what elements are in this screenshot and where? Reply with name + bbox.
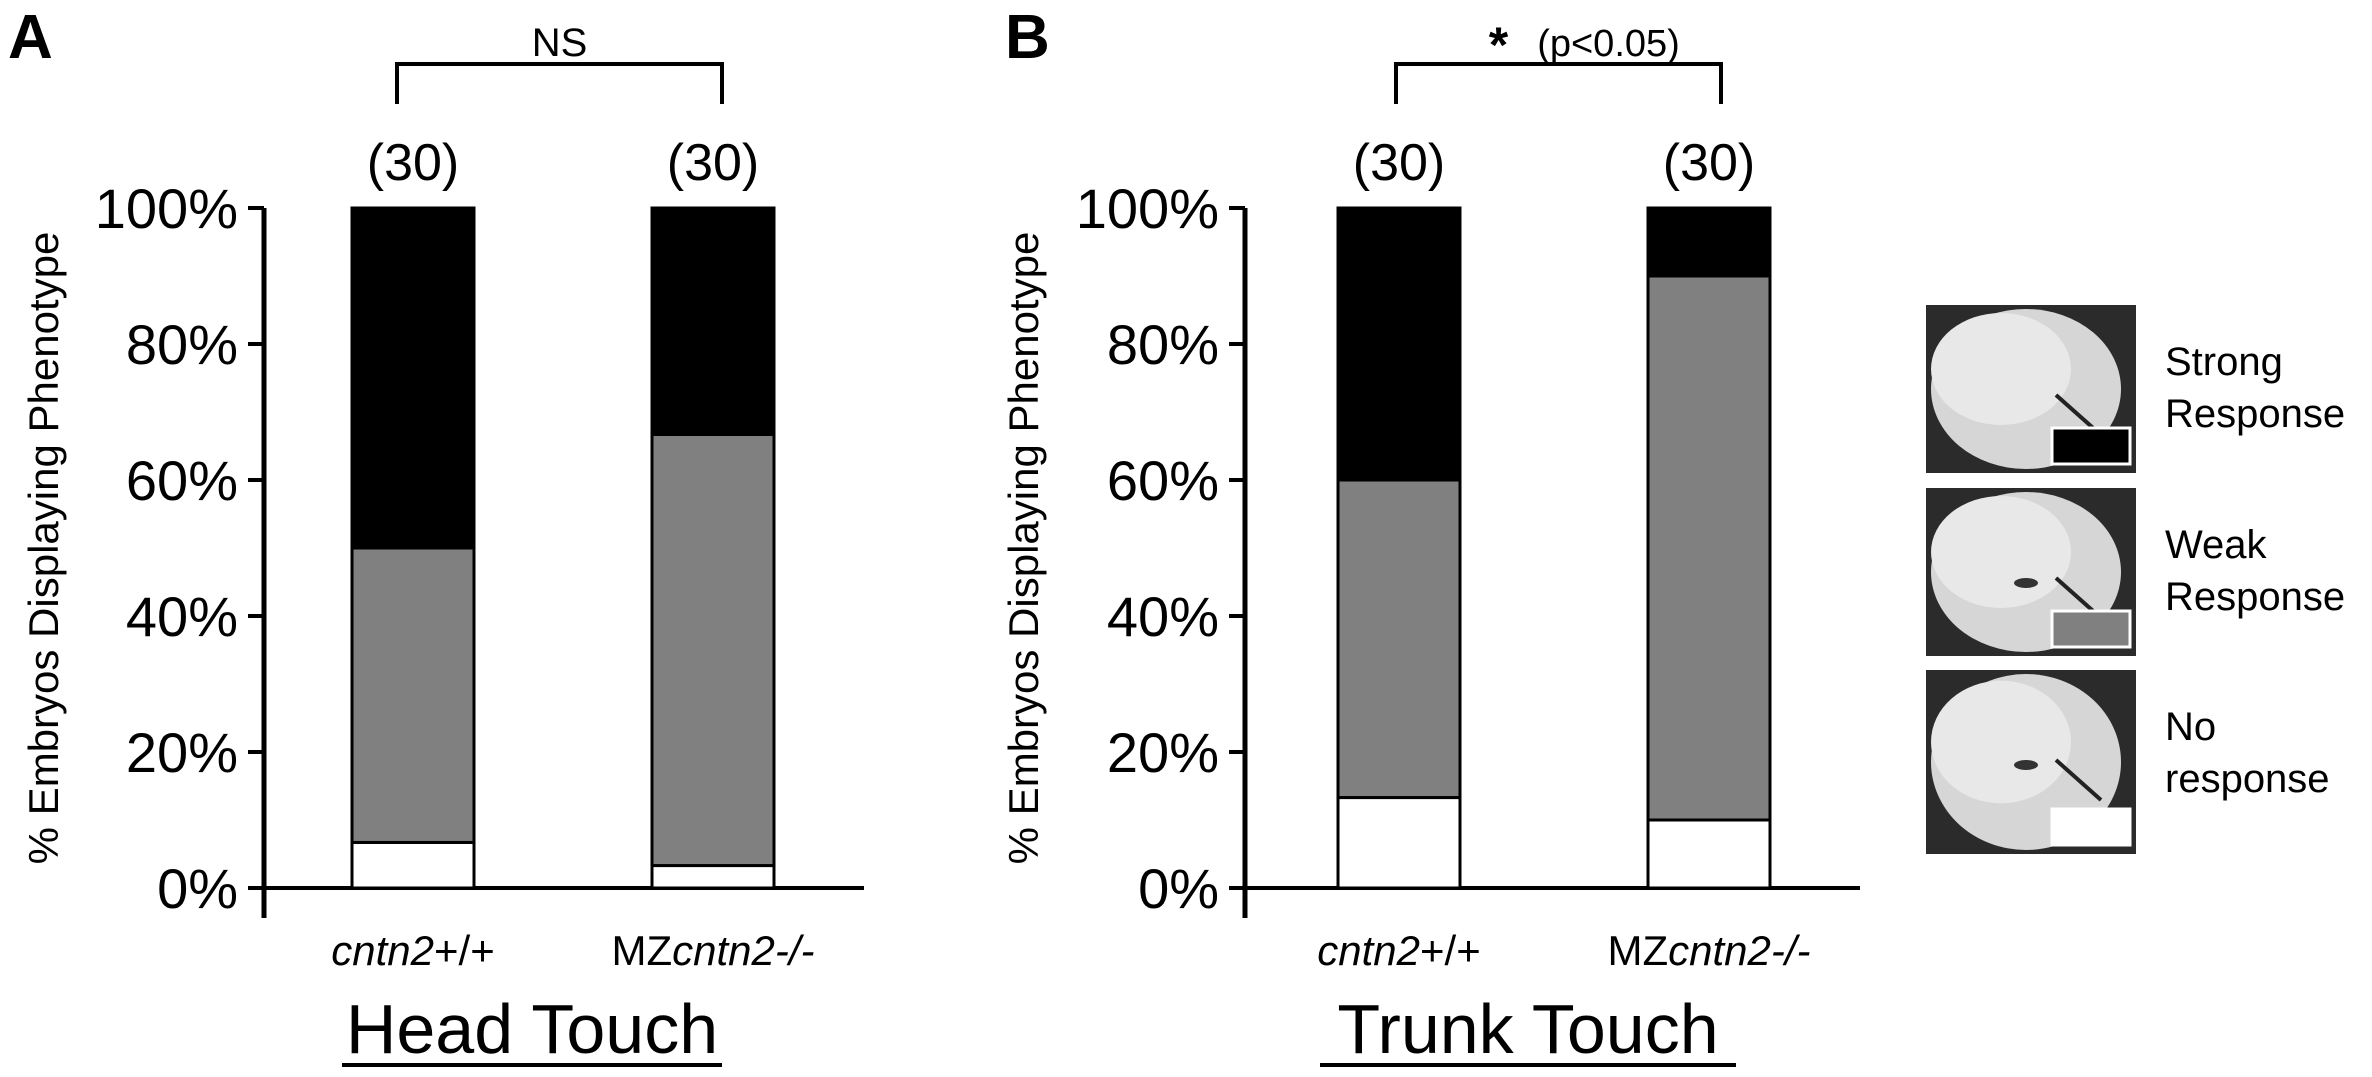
category-gene: cntn2-/- [672,927,814,974]
legend-label-line2: Response [2165,392,2345,436]
y-tick-label: 20% [1107,721,1219,784]
y-tick-label: 60% [126,449,238,512]
legend-item: Strong Response [1926,305,2345,473]
bar-segment-no-response [1646,818,1772,890]
bar-segment-weak-response [1336,478,1462,800]
category-label: cntn2+/+ [1317,927,1480,974]
panel-title: Head Touch [346,990,718,1068]
n-label: (30) [667,134,759,192]
significance-text: NS [532,21,588,65]
category-gene: cntn2-/- [1668,927,1810,974]
n-label: (30) [1663,134,1755,192]
bar-segment-strong-response [350,206,476,550]
dish-highlight [1931,496,2071,608]
needle-icon [2054,758,2103,802]
y-tick-label: 20% [126,721,238,784]
y-tick-label: 80% [1107,313,1219,376]
significance-text: (p<0.05) [1537,23,1680,65]
embryo-icon [2014,760,2038,770]
y-tick-label: 40% [1107,585,1219,648]
bar-segment-no-response [350,840,476,890]
category-label: MZcntn2-/- [611,927,814,974]
significance-bracket [1394,62,1723,104]
n-label: (30) [367,134,459,192]
panel-a: A 0% 20% 40% 60% 80% 100% % Embryos Displaying … [8,3,864,1068]
legend-item: No response [1926,670,2330,854]
legend-label-line1: Weak [2165,523,2268,567]
legend-swatch [2050,426,2132,466]
bar-segment-no-response [650,864,776,890]
y-tick-label: 60% [1107,449,1219,512]
significance-bracket [395,62,724,104]
y-axis-title: % Embryos Displaying Phenotype [20,232,67,865]
legend-item: Weak Response [1926,488,2345,656]
y-axis-title: % Embryos Displaying Phenotype [1000,232,1047,865]
category-suffix: +/+ [434,927,495,974]
panel-label: B [1005,3,1050,72]
dish-highlight [1931,680,2071,804]
legend-swatch [2050,807,2132,847]
significance-symbol: * [1489,17,1509,73]
legend: Strong Response Weak Response No response [1926,305,2345,854]
bar-segment-weak-response [1646,274,1772,822]
category-gene: cntn2 [1317,927,1420,974]
y-tick-label: 0% [157,857,238,920]
panel-label: A [8,3,53,72]
y-tick-label: 40% [126,585,238,648]
y-tick-label: 0% [1138,857,1219,920]
category-suffix: +/+ [1420,927,1481,974]
category-gene: cntn2 [331,927,434,974]
n-label: (30) [1353,134,1445,192]
bar-segment-strong-response [650,206,776,436]
bar-segment-no-response [1336,796,1462,890]
category-prefix: MZ [1607,927,1668,974]
y-tick-label: 100% [95,177,238,240]
legend-label-line2: Response [2165,575,2345,619]
bar-segment-weak-response [650,432,776,868]
bar-segment-strong-response [1336,206,1462,482]
y-tick-label: 80% [126,313,238,376]
dish-highlight [1931,313,2071,425]
embryo-icon [2014,578,2038,588]
panel-b: B 0% 20% 40% 60% 80% 100% % Embryos Displaying … [1000,3,1860,1068]
y-tick-label: 100% [1076,177,1219,240]
category-prefix: MZ [611,927,672,974]
bar-segment-strong-response [1646,206,1772,278]
legend-label-line1: No [2165,705,2216,749]
legend-label-line1: Strong [2165,340,2283,384]
bar-segment-weak-response [350,546,476,844]
category-label: cntn2+/+ [331,927,494,974]
panel-title: Trunk Touch [1337,990,1718,1068]
category-label: MZcntn2-/- [1607,927,1810,974]
legend-label-line2: response [2165,757,2330,801]
legend-swatch [2050,609,2132,649]
